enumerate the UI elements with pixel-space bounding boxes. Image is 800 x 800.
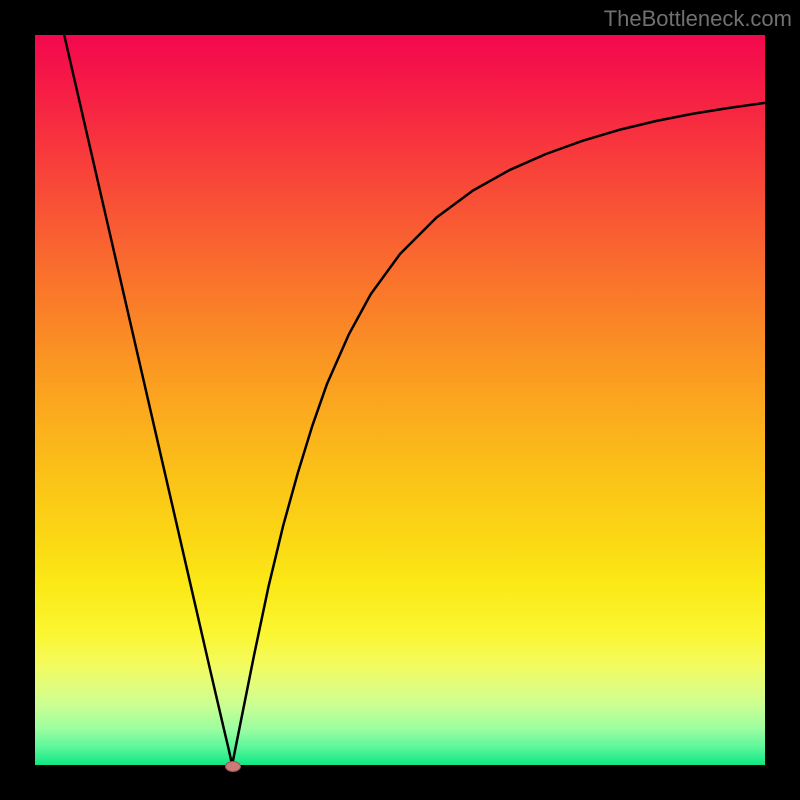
performance-curve [35, 35, 765, 765]
chart-container: TheBottleneck.com [0, 0, 800, 800]
watermark-text: TheBottleneck.com [604, 6, 792, 32]
plot-inner [35, 35, 765, 765]
plot-area [35, 35, 765, 765]
curve-polyline [64, 35, 765, 765]
optimal-point-marker [225, 761, 241, 772]
